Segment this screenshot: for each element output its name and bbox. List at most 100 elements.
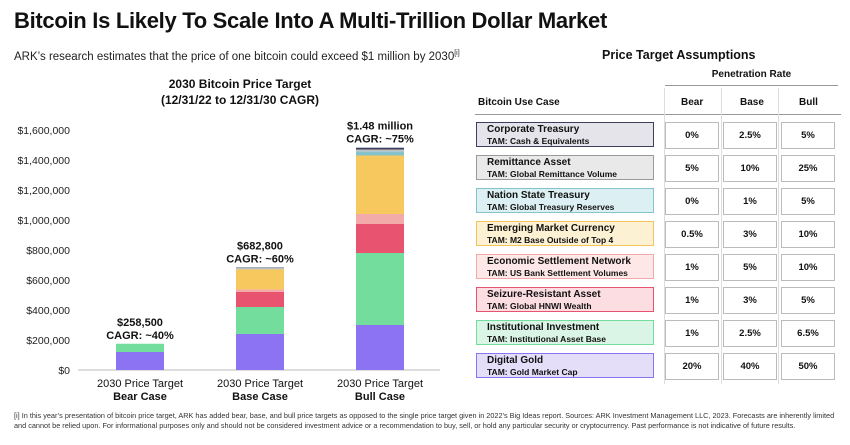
bear-rate: 0% <box>665 122 719 149</box>
use-case-tam: TAM: M2 Base Outside of Top 4 <box>487 235 614 245</box>
use-case-tam: TAM: Global Treasury Reserves <box>487 202 615 212</box>
y-tick-label: $0 <box>58 365 70 377</box>
base-rate: 40% <box>723 353 777 380</box>
y-tick-label: $400,000 <box>26 305 70 317</box>
bar-total-label: $682,800 <box>237 241 283 253</box>
price-target-chart: $0 $200,000 $400,000 $600,000 $800,000 $1,000… <box>17 121 440 403</box>
footnote: [i] In this year’s presentation of bitco… <box>14 411 835 430</box>
use-case-name: Corporate Treasury <box>487 124 580 135</box>
use-case-cell: Nation State Treasury TAM: Global Treasur… <box>476 188 654 213</box>
bar-segment-economic-settlement-network <box>356 214 404 224</box>
bar-segment-emerging-market-currency <box>236 269 284 290</box>
base-rate: 10% <box>723 155 777 182</box>
subtitle-text: ARK’s research estimates that the price … <box>14 50 455 63</box>
chart-title: 2030 Bitcoin Price Target (12/31/22 to 1… <box>140 76 340 108</box>
bar-cagr-label: CAGR: ~40% <box>106 330 174 342</box>
y-tick-label: $1,200,000 <box>17 185 70 197</box>
page-title: Bitcoin Is Likely To Scale Into A Multi-… <box>14 8 608 33</box>
bar-total-label: $1.48 million <box>347 121 413 133</box>
bar-segment-economic-settlement-network <box>236 289 284 292</box>
use-case-name: Digital Gold <box>487 355 544 366</box>
x-category-label: 2030 Price Target <box>217 378 303 390</box>
base-rate: 2.5% <box>723 320 777 347</box>
use-case-cell: Remittance Asset TAM: Global Remittance V… <box>476 155 654 180</box>
base-rate: 2.5% <box>723 122 777 149</box>
use-case-name: Remittance Asset <box>487 157 571 168</box>
base-rate: 3% <box>723 221 777 248</box>
bear-rate: 0.5% <box>665 221 719 248</box>
bear-rate: 1% <box>665 287 719 314</box>
use-case-cell: Institutional Investment TAM: Institution… <box>476 320 654 345</box>
x-category-label: 2030 Price Target <box>337 378 423 390</box>
column-separator <box>664 88 665 384</box>
bar-cagr-label: CAGR: ~75% <box>346 134 414 146</box>
chart-title-line1: 2030 Bitcoin Price Target <box>168 77 312 91</box>
bear-rate: 1% <box>665 254 719 281</box>
bear-rate: 1% <box>665 320 719 347</box>
column-header-bear: Bear <box>681 97 704 108</box>
bull-rate: 5% <box>781 188 835 215</box>
use-case-name: Emerging Market Currency <box>487 223 615 234</box>
use-case-header: Bitcoin Use Case <box>478 97 560 108</box>
bear-rate: 20% <box>665 353 719 380</box>
y-tick-label: $200,000 <box>26 335 70 347</box>
use-case-tam: TAM: Global HNWI Wealth <box>487 301 592 311</box>
penetration-divider <box>665 85 838 86</box>
use-case-tam: TAM: Institutional Asset Base <box>487 334 607 344</box>
y-tick-label: $1,600,000 <box>17 125 70 137</box>
y-tick-label: $800,000 <box>26 245 70 257</box>
bar-segment-institutional-investment <box>116 343 164 352</box>
bar-segment-digital-gold <box>356 325 404 370</box>
bar-total-label: $258,500 <box>117 317 163 329</box>
table-row: Seizure-Resistant Asset TAM: Global HNWI … <box>476 287 839 314</box>
bar-segment-remittance-asset <box>236 268 284 269</box>
chart-title-line2: (12/31/22 to 12/31/30 CAGR) <box>160 93 320 107</box>
use-case-cell: Digital Gold TAM: Gold Market Cap <box>476 353 654 378</box>
bull-rate: 10% <box>781 221 835 248</box>
use-case-tam: TAM: Gold Market Cap <box>487 367 578 377</box>
base-rate: 1% <box>723 188 777 215</box>
bull-rate: 5% <box>781 122 835 149</box>
use-case-name: Seizure-Resistant Asset <box>487 289 601 300</box>
bull-rate: 25% <box>781 155 835 182</box>
use-case-name: Economic Settlement Network <box>487 256 631 267</box>
bar-segment-institutional-investment <box>356 253 404 325</box>
bear-rate: 5% <box>665 155 719 182</box>
use-case-cell: Emerging Market Currency TAM: M2 Base Out… <box>476 221 654 246</box>
use-case-cell: Seizure-Resistant Asset TAM: Global HNWI … <box>476 287 654 312</box>
column-separator <box>778 88 779 384</box>
penetration-rate-header: Penetration Rate <box>711 69 792 80</box>
table-row: Corporate Treasury TAM: Cash & Equivalent… <box>476 122 839 149</box>
bull-rate: 5% <box>781 287 835 314</box>
y-tick-label: $1,400,000 <box>17 155 70 167</box>
table-row: Nation State Treasury TAM: Global Treasur… <box>476 188 839 215</box>
use-case-name: Nation State Treasury <box>487 190 590 201</box>
column-header-base: Base <box>740 97 764 108</box>
subtitle: ARK’s research estimates that the price … <box>14 50 460 63</box>
table-row: Institutional Investment TAM: Institution… <box>476 320 839 347</box>
column-header-bull: Bull <box>799 97 818 108</box>
table-row: Remittance Asset TAM: Global Remittance V… <box>476 155 839 182</box>
bar-segment-corporate-treasury <box>236 267 284 269</box>
use-case-cell: Corporate Treasury TAM: Cash & Equivalent… <box>476 122 654 147</box>
base-rate: 3% <box>723 287 777 314</box>
bar-cagr-label: CAGR: ~60% <box>226 254 294 266</box>
bar-segment-corporate-treasury <box>356 147 404 150</box>
bar-segment-digital-gold <box>236 334 284 370</box>
column-separator <box>721 88 722 384</box>
x-category-case: Bull Case <box>355 391 405 403</box>
bar-segment-emerging-market-currency <box>356 155 404 214</box>
x-category-case: Base Case <box>232 391 288 403</box>
bar-segment-digital-gold <box>116 352 164 370</box>
bar-segment-seizure-resistant-asset <box>356 223 404 253</box>
bull-rate: 10% <box>781 254 835 281</box>
footnote-mark: [i] <box>454 50 460 57</box>
use-case-cell: Economic Settlement Network TAM: US Bank … <box>476 254 654 279</box>
bar-segment-remittance-asset <box>356 149 404 152</box>
bull-rate: 50% <box>781 353 835 380</box>
y-tick-label: $600,000 <box>26 275 70 287</box>
use-case-tam: TAM: US Bank Settlement Volumes <box>487 268 628 278</box>
assumptions-title: Price Target Assumptions <box>602 48 756 62</box>
bear-rate: 0% <box>665 188 719 215</box>
bar-segment-institutional-investment <box>236 307 284 334</box>
